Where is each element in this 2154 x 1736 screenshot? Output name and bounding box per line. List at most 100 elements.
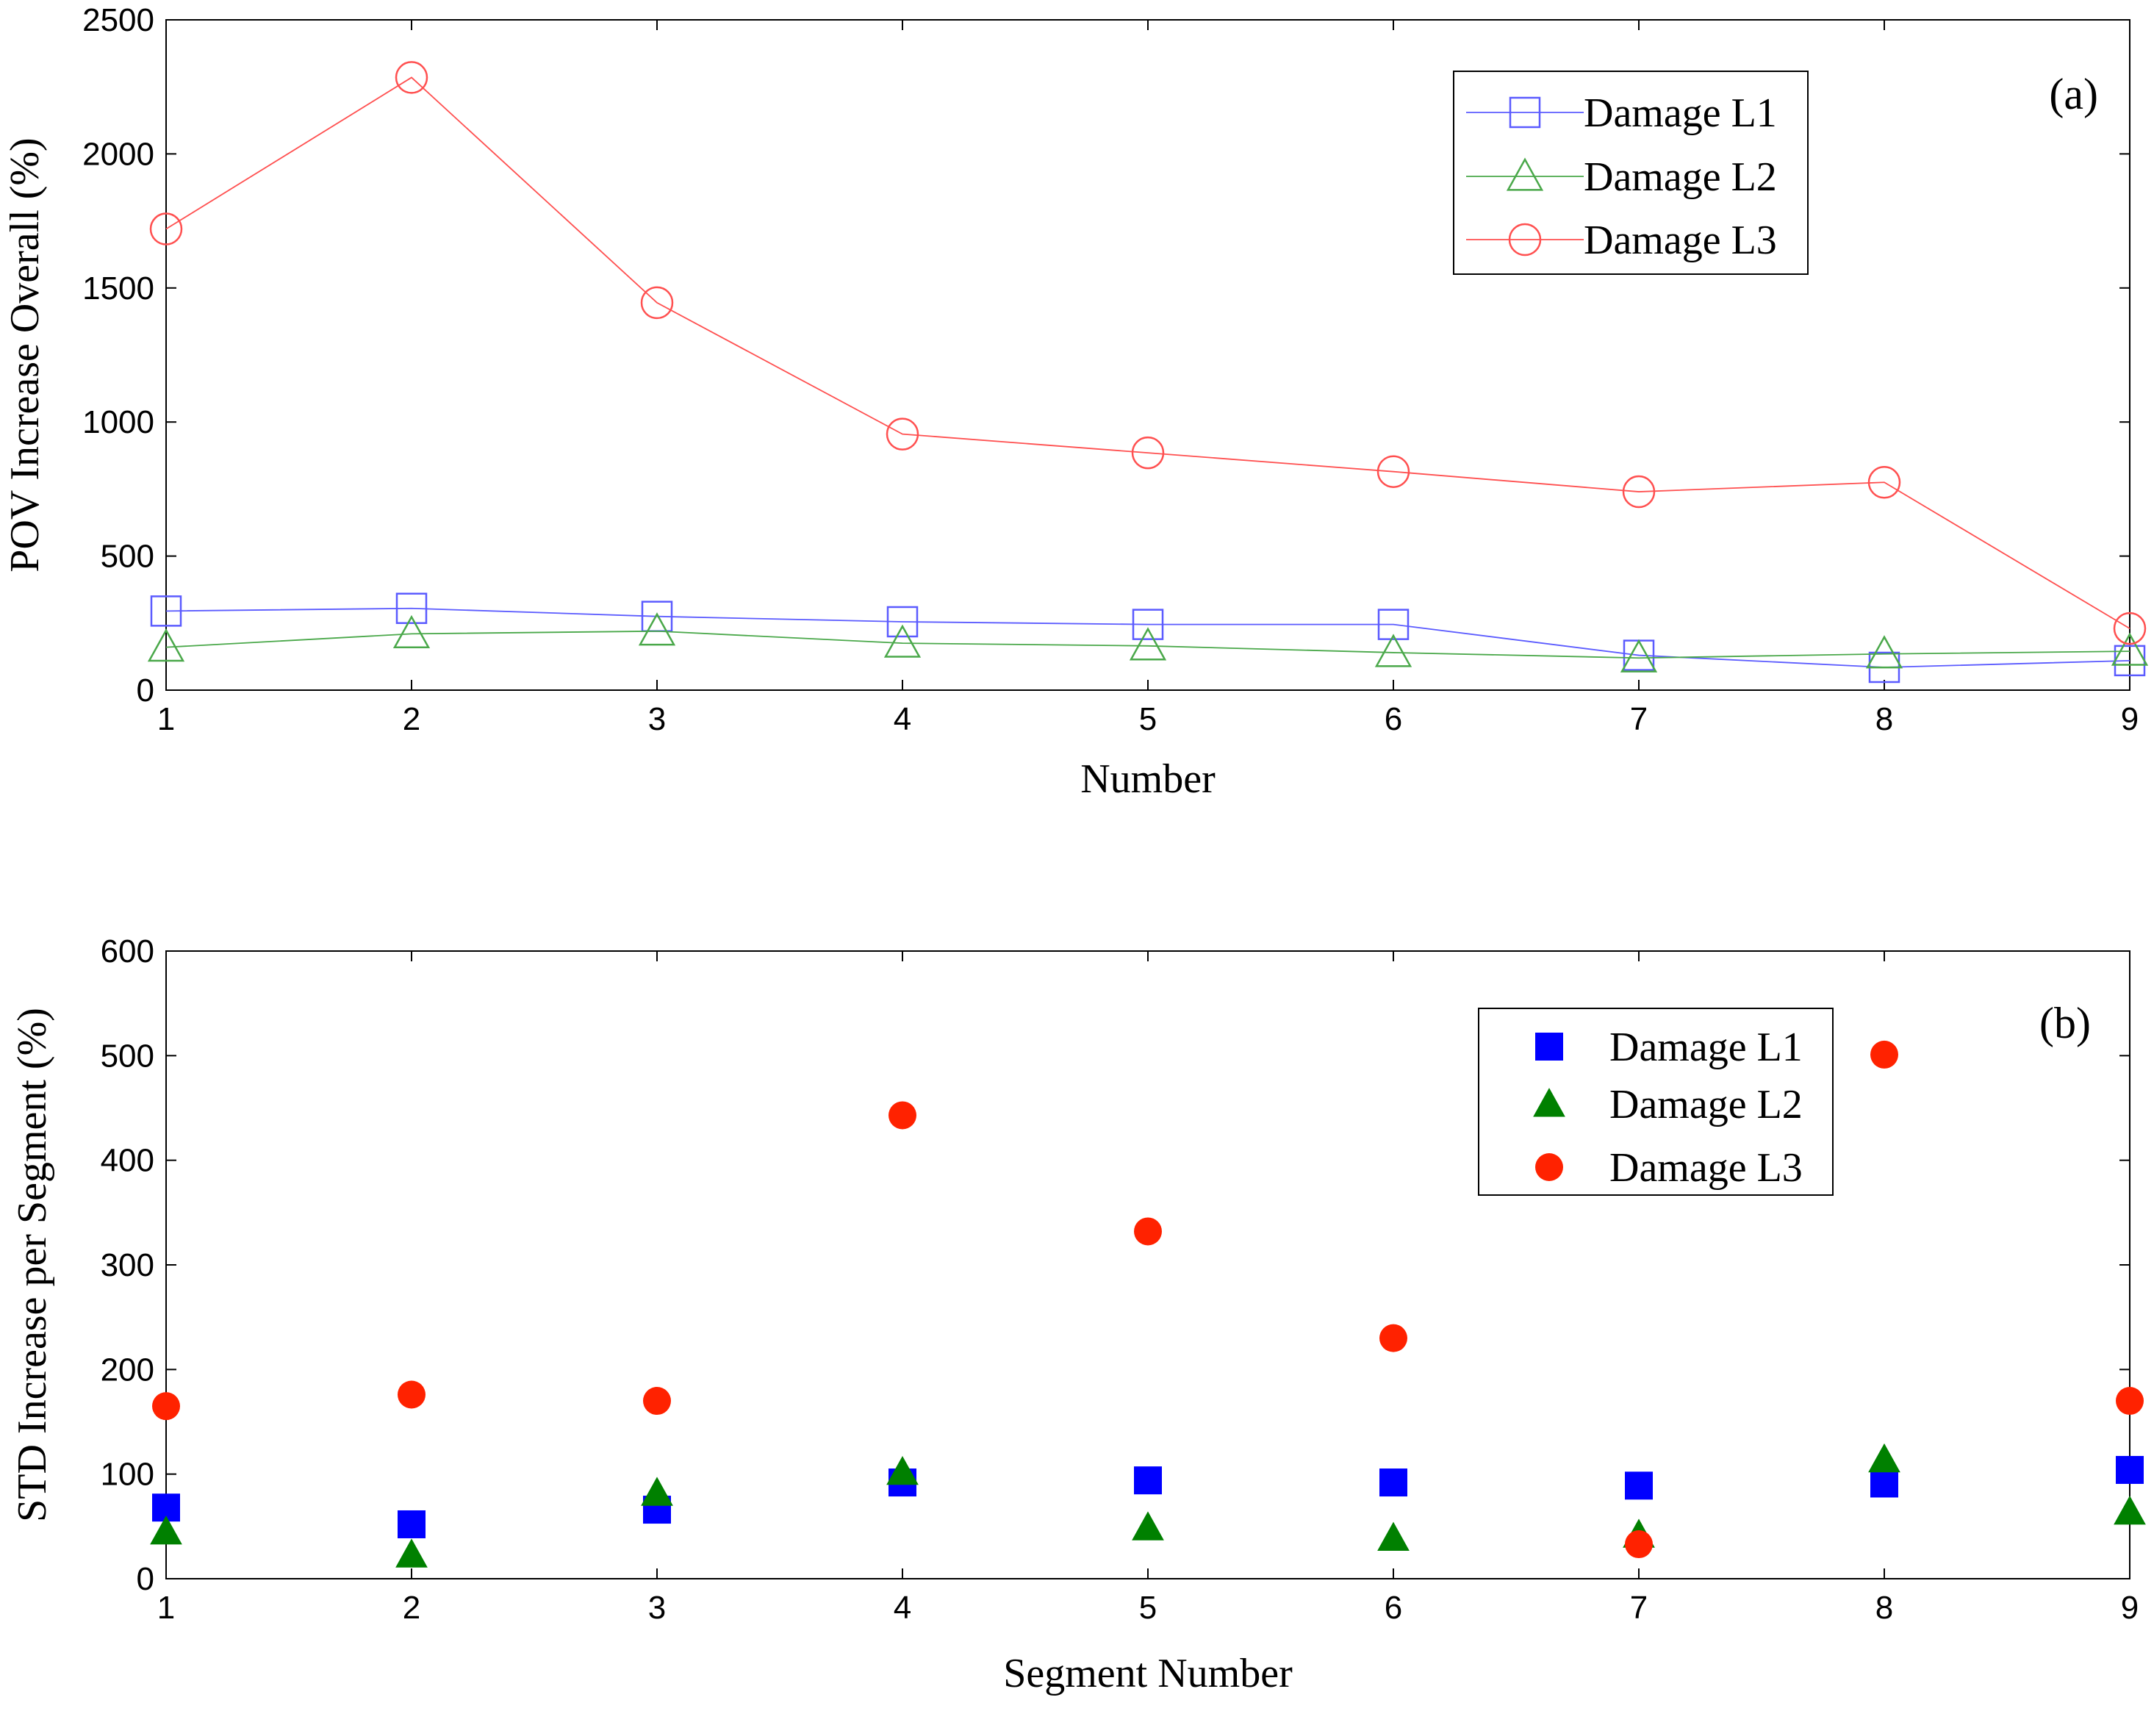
legend-box	[1453, 71, 1809, 275]
data-point	[149, 212, 183, 245]
data-point	[395, 1538, 428, 1568]
x-tick-label: 7	[1630, 1590, 1648, 1626]
data-point	[1376, 455, 1410, 488]
data-point	[1134, 1466, 1162, 1495]
data-point	[1865, 635, 1903, 669]
legend-item: Damage L1	[1535, 1025, 1803, 1070]
data-point	[1377, 609, 1410, 640]
x-tick-label: 4	[894, 701, 911, 737]
y-tick-label: 500	[101, 539, 154, 575]
data-point	[1131, 436, 1165, 470]
legend-marker	[1533, 1088, 1565, 1117]
y-axis-label: POV Increase Overall (%)	[2, 137, 48, 572]
legend: Damage L1 Damage L2 Damage L3	[1478, 1008, 1834, 1196]
series-damage-l2	[150, 1443, 2146, 1568]
y-tick-label: 0	[137, 672, 154, 709]
x-tick-label: 3	[648, 701, 666, 737]
data-point	[395, 61, 428, 94]
legend-item: Damage L3	[1466, 218, 1777, 263]
data-point	[150, 1516, 182, 1545]
data-point	[886, 417, 919, 451]
y-tick-label: 1500	[82, 270, 154, 306]
data-point	[1620, 639, 1658, 672]
y-axis-label: STD Increase per Segment (%)	[10, 1008, 55, 1522]
x-tick-label: 6	[1385, 701, 1402, 737]
data-point	[2116, 1455, 2144, 1484]
data-point	[1377, 1521, 1410, 1551]
data-point	[150, 595, 182, 627]
x-tick-label: 1	[157, 1590, 175, 1626]
legend-marker	[1535, 1033, 1563, 1061]
data-point	[392, 614, 431, 649]
legend-marker	[1506, 157, 1544, 191]
data-point	[147, 628, 185, 662]
x-axis-label: Number	[1080, 756, 1216, 802]
x-tick-label: 6	[1385, 1590, 1402, 1626]
x-tick-label: 2	[403, 1590, 420, 1626]
series-damage-l3	[149, 61, 2147, 645]
legend-label: Damage L2	[1584, 154, 1777, 200]
y-tick-label: 300	[101, 1247, 154, 1283]
x-tick-label: 3	[648, 1590, 666, 1626]
data-point	[886, 1455, 919, 1485]
y-tick-label: 2500	[82, 2, 154, 38]
data-point	[640, 286, 674, 320]
y-tick-label: 400	[101, 1143, 154, 1179]
series-line	[165, 630, 2130, 659]
legend-label: Damage L3	[1584, 218, 1777, 263]
data-point	[2116, 1387, 2144, 1416]
y-tick-label: 100	[101, 1457, 154, 1493]
legend-item: Damage L1	[1466, 90, 1777, 136]
data-point	[1868, 1443, 1900, 1473]
x-tick-label: 1	[157, 701, 175, 737]
x-tick-label: 4	[894, 1590, 911, 1626]
series-damage-l1	[150, 592, 2146, 684]
y-tick-label: 2000	[82, 136, 154, 172]
legend-label: Damage L3	[1609, 1145, 1803, 1191]
data-point	[1374, 634, 1412, 667]
legend-marker	[1509, 96, 1541, 129]
legend-label: Damage L1	[1609, 1025, 1803, 1070]
legend: Damage L1 Damage L2 Damage L3	[1453, 71, 1809, 275]
data-point	[2113, 611, 2147, 645]
data-point	[1870, 1469, 1898, 1498]
data-point	[395, 592, 428, 624]
data-point	[1870, 1040, 1898, 1069]
series-line	[165, 76, 2130, 629]
y-tick-label: 600	[101, 933, 154, 969]
data-point	[2111, 632, 2149, 666]
data-point	[1625, 1530, 1653, 1559]
data-point	[1379, 1468, 1407, 1497]
data-point	[888, 1101, 916, 1130]
x-tick-label: 9	[2121, 1590, 2139, 1626]
y-tick-label: 200	[101, 1352, 154, 1388]
y-tick-label: 500	[101, 1038, 154, 1074]
legend-marker	[1508, 223, 1542, 257]
data-point	[638, 612, 676, 646]
data-point	[883, 624, 922, 658]
data-point	[398, 1510, 426, 1538]
panel-label: (a)	[2049, 70, 2098, 118]
series-damage-l3	[152, 1040, 2144, 1559]
x-tick-label: 5	[1139, 701, 1157, 737]
x-tick-label: 5	[1139, 1590, 1157, 1626]
legend-item: Damage L3	[1535, 1145, 1803, 1191]
panel-label: (b)	[2039, 999, 2091, 1047]
x-axis-label: Segment Number	[1003, 1651, 1293, 1696]
data-point	[1625, 1471, 1653, 1500]
data-point	[152, 1392, 180, 1421]
x-tick-label: 8	[1875, 701, 1893, 737]
series-damage-l2	[147, 612, 2149, 672]
data-point	[886, 606, 919, 638]
data-point	[1132, 609, 1164, 640]
legend-item: Damage L2	[1533, 1082, 1803, 1127]
data-point	[1622, 475, 1656, 509]
plot-area-frame	[165, 19, 2130, 691]
data-point	[1134, 1217, 1162, 1246]
legend-marker	[1535, 1153, 1563, 1181]
x-tick-label: 8	[1875, 1590, 1893, 1626]
data-point	[398, 1380, 426, 1409]
legend-label: Damage L1	[1584, 90, 1777, 136]
data-point	[1867, 466, 1901, 499]
